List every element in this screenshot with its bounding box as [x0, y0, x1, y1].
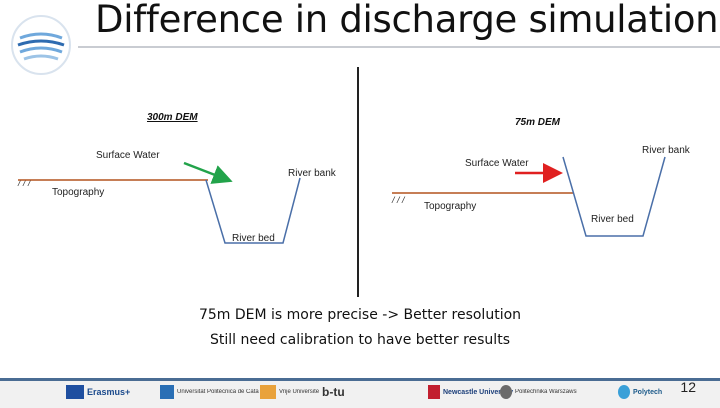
eu-flag-icon	[66, 385, 84, 399]
left-surface-water-arrow	[183, 161, 233, 184]
water-logo-icon	[11, 15, 71, 75]
footer-logo-upc: Universitat Politècnica de Catalunya	[160, 384, 259, 400]
left-surface-water-label: Surface Water	[96, 150, 160, 161]
right-river-bank-label: River bank	[642, 145, 691, 156]
right-diagram: 75m DEM Surface Water / / / Topography R…	[391, 117, 691, 237]
right-hatch: / / /	[391, 195, 406, 205]
left-heading: 300m DEM	[147, 112, 198, 123]
footer-logo-erasmus: Erasmus+	[66, 384, 130, 400]
upc-logo-icon	[160, 385, 174, 399]
footer-logo-btu: b-tu	[322, 385, 345, 399]
newcastle-shield-icon	[428, 385, 440, 399]
title-underline	[78, 46, 720, 48]
slide-title: Difference in discharge simulation	[95, 0, 719, 41]
footer-logo-vub: Vrije Universiteit Brussel	[260, 384, 319, 400]
caption-calibration: Still need calibration to have better re…	[210, 332, 510, 348]
left-topography-label: Topography	[52, 187, 104, 198]
polytech-logo-icon	[618, 385, 630, 399]
right-river-channel	[562, 156, 666, 237]
footer-logo-newcastle: Newcastle University	[428, 384, 513, 400]
footer-logo-pw: Politechnika Warszawska	[500, 384, 577, 400]
left-river-channel	[205, 177, 301, 244]
right-heading: 75m DEM	[515, 117, 561, 128]
left-river-bed-label: River bed	[232, 233, 275, 244]
footer-logo-polytech: Polytech	[618, 384, 662, 400]
left-river-bank-label: River bank	[288, 168, 337, 179]
left-diagram: 300m DEM Surface Water / / / Topography …	[17, 112, 337, 244]
right-topography-label: Topography	[424, 201, 476, 212]
panel-divider	[357, 67, 359, 297]
pw-logo-icon	[500, 385, 512, 399]
right-river-bed-label: River bed	[591, 214, 634, 225]
caption-precision: 75m DEM is more precise -> Better resolu…	[198, 307, 522, 323]
page-number: 12	[680, 379, 696, 395]
vub-logo-icon	[260, 385, 276, 399]
left-hatch: / / /	[17, 178, 32, 188]
right-surface-water-label: Surface Water	[465, 158, 529, 169]
footer-band	[0, 378, 720, 408]
